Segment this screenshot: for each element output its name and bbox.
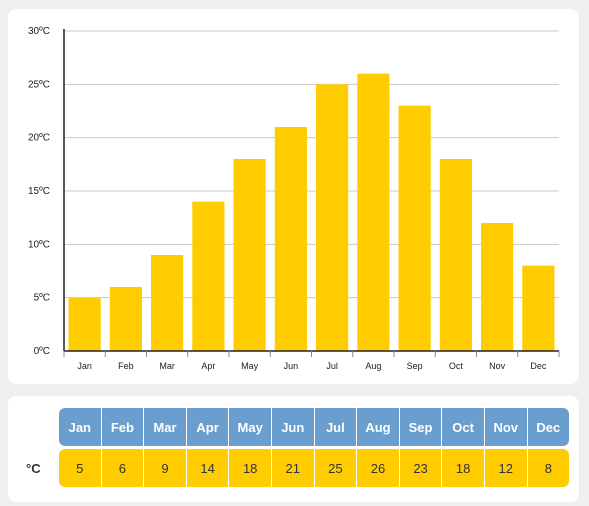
y-tick-label: 5ºC: [34, 293, 50, 304]
x-tick-label: Mar: [159, 361, 175, 371]
x-tick-label: Apr: [201, 361, 215, 371]
month-header-cell: Jul: [314, 408, 357, 446]
y-tick-label: 30ºC: [28, 26, 50, 37]
month-header-cell: Dec: [527, 408, 570, 446]
bar: [357, 73, 390, 352]
month-header-cell: Mar: [144, 408, 186, 446]
unit-label: °C: [26, 461, 41, 476]
month-header-cell: Sep: [399, 408, 442, 446]
month-header-cell: Jan: [59, 408, 101, 446]
month-header-cell: Feb: [101, 408, 144, 446]
x-tick-label: Dec: [530, 361, 547, 371]
x-tick-label: Nov: [489, 361, 506, 371]
bar: [316, 84, 349, 351]
x-tick-label: Feb: [118, 361, 134, 371]
temperature-value-cell: 9: [144, 449, 186, 487]
bar: [274, 127, 307, 351]
y-tick-label: 25ºC: [28, 79, 50, 90]
y-tick-label: 0ºC: [34, 346, 50, 357]
temperature-value-cell: 21: [271, 449, 314, 487]
y-tick-label: 15ºC: [28, 186, 50, 197]
temperature-value-cell: 6: [101, 449, 144, 487]
bar: [109, 287, 142, 351]
bar: [439, 159, 472, 351]
temperature-value-cell: 25: [314, 449, 357, 487]
month-header-cell: Nov: [484, 408, 527, 446]
temperature-value-cell: 8: [527, 449, 570, 487]
month-header-row: Jan Feb Mar Apr May Jun Jul Aug Sep Oct Nov Dec: [59, 408, 570, 446]
bar: [192, 201, 225, 351]
temperature-value-cell: 18: [229, 449, 271, 487]
temperature-table: °C Jan Feb Mar Apr May Jun Jul Aug Sep Oct Nov Dec …: [8, 396, 579, 502]
bar: [233, 159, 266, 351]
temperature-value-row: 5 6 9 14 18 21 25 26 23 18 12 8: [59, 449, 570, 487]
bar: [68, 297, 101, 351]
y-tick-label: 20ºC: [28, 133, 50, 144]
month-header-cell: Oct: [442, 408, 484, 446]
y-tick-label: 10ºC: [28, 239, 50, 250]
bar: [151, 255, 184, 351]
month-header-cell: May: [229, 408, 271, 446]
month-header-cell: Jun: [271, 408, 314, 446]
bar: [522, 265, 555, 351]
month-header-cell: Aug: [357, 408, 399, 446]
temperature-bar-chart: 0ºC 5ºC 10ºC 15ºC 20ºC 25ºC 30ºC Jan Feb Mar Apr Ma…: [28, 26, 560, 371]
x-tick-label: Jun: [284, 361, 299, 371]
temperature-value-cell: 18: [442, 449, 484, 487]
x-tick-label: Jul: [326, 361, 338, 371]
x-tick-label: Aug: [365, 361, 381, 371]
x-tick-label: Oct: [449, 361, 464, 371]
temperature-value-cell: 14: [186, 449, 229, 487]
x-tick-label: Sep: [407, 361, 423, 371]
bar: [481, 223, 514, 351]
temperature-value-cell: 23: [399, 449, 442, 487]
x-tick-label: Jan: [77, 361, 92, 371]
temperature-value-cell: 26: [357, 449, 399, 487]
temperature-value-cell: 5: [59, 449, 101, 487]
bar: [398, 105, 431, 352]
x-tick-label: May: [241, 361, 259, 371]
month-header-cell: Apr: [186, 408, 229, 446]
temperature-value-cell: 12: [484, 449, 527, 487]
chart-card: 0ºC 5ºC 10ºC 15ºC 20ºC 25ºC 30ºC Jan Feb Mar Apr Ma…: [8, 9, 579, 384]
